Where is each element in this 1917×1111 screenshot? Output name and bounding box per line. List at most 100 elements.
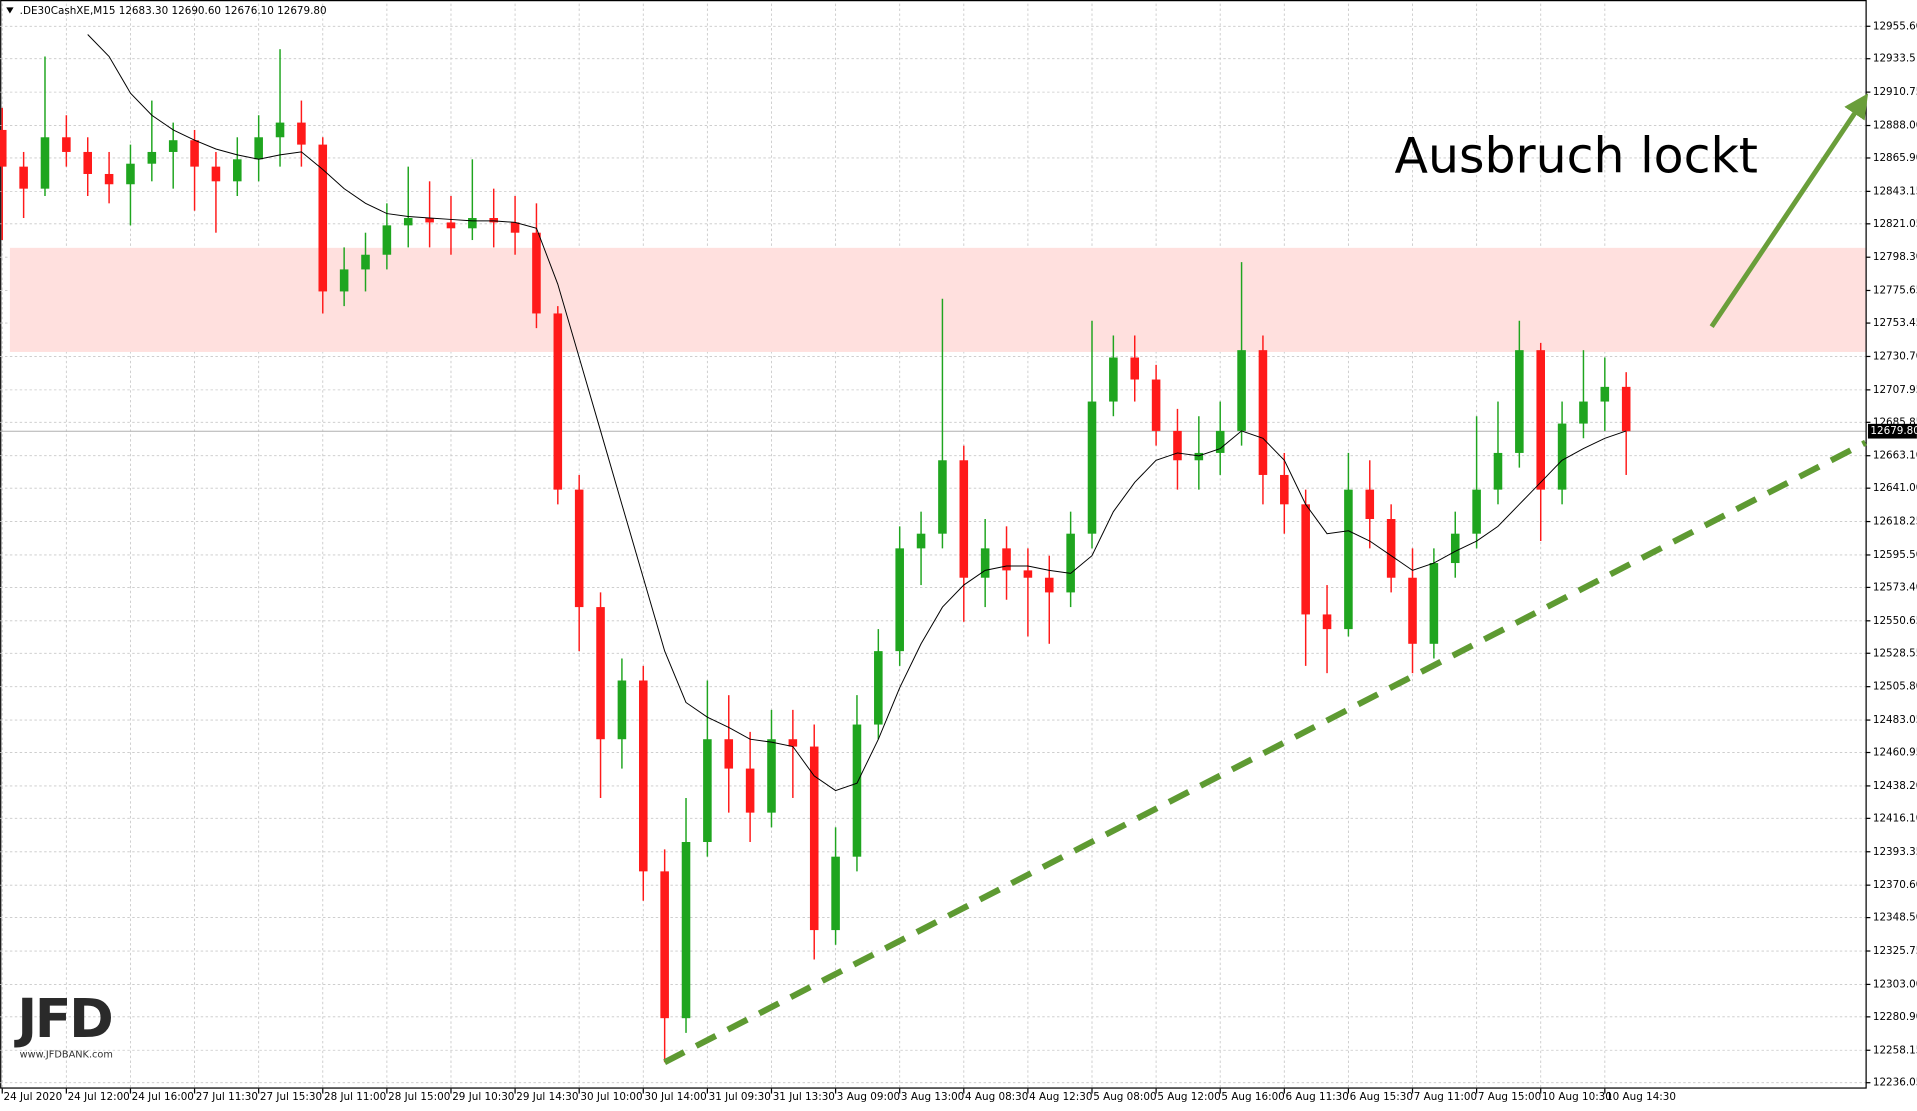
- candle-body: [1215, 430, 1225, 453]
- plot-frame: [0, 0, 1867, 1089]
- x-tick-label: 31 Jul 09:30: [709, 1091, 771, 1103]
- y-tick-label: 12303.00: [1873, 978, 1917, 990]
- candle-body: [681, 841, 691, 1019]
- x-tick-label: 29 Jul 10:30: [452, 1091, 514, 1103]
- resistance-zone: [9, 247, 1866, 352]
- candle-body: [938, 460, 947, 534]
- candle-body: [1066, 533, 1075, 593]
- y-tick-label: 12707.95: [1873, 384, 1917, 396]
- y-tick-label: 12460.95: [1873, 747, 1917, 759]
- candle-body: [425, 218, 434, 223]
- candle-body: [1087, 401, 1097, 534]
- y-tick-label: 12280.90: [1873, 1011, 1917, 1023]
- x-tick-label: 3 Aug 13:00: [901, 1091, 964, 1103]
- candle-body: [980, 548, 990, 578]
- candle-body: [1194, 452, 1204, 461]
- candle-body: [339, 269, 349, 292]
- candle-body: [874, 651, 883, 725]
- candle-body: [1386, 518, 1396, 578]
- candle-body: [959, 460, 969, 578]
- y-tick-label: 12663.10: [1873, 450, 1917, 462]
- x-tick-label: 10 Aug 10:30: [1542, 1091, 1612, 1103]
- candle-body: [62, 137, 71, 152]
- candle-body: [617, 680, 627, 740]
- y-tick-label: 12550.65: [1873, 615, 1917, 627]
- candle-body: [126, 163, 135, 185]
- y-tick-label: 12933.5: [1873, 53, 1916, 65]
- overlays: [87, 34, 1869, 1065]
- x-tick-label: 3 Aug 09:00: [837, 1091, 900, 1103]
- annotation: Ausbruch lockt: [1395, 128, 1758, 185]
- candle-body: [275, 122, 285, 138]
- y-tick-label: 12236.05: [1873, 1077, 1917, 1089]
- y-tick-label: 12775.65: [1873, 284, 1917, 296]
- chart-header: .DE30CashXE,M15 12683.30 12690.60 12676.…: [20, 5, 327, 17]
- candle-body: [1301, 504, 1310, 615]
- candle-body: [532, 232, 541, 314]
- candle-body: [724, 739, 734, 769]
- y-tick-label: 12618.25: [1873, 516, 1917, 528]
- candle-body: [361, 254, 370, 270]
- x-tick-label: 24 Jul 2020: [3, 1091, 62, 1103]
- candle-body: [1130, 357, 1140, 380]
- candle-body: [1429, 563, 1439, 644]
- y-tick-label: 12730.70: [1873, 350, 1917, 362]
- y-tick-label: 12798.30: [1873, 251, 1917, 263]
- x-tick-label: 7 Aug 11:00: [1414, 1091, 1477, 1103]
- candle-body: [510, 222, 520, 233]
- candle-body: [895, 548, 904, 652]
- candle-body: [767, 739, 776, 813]
- menu-triangle[interactable]: [6, 7, 14, 14]
- candle-body: [809, 746, 819, 931]
- candle-body: [1322, 614, 1332, 630]
- candle-body: [468, 218, 477, 229]
- candle-body: [1344, 489, 1353, 630]
- last-price-tag: [1867, 423, 1917, 439]
- logo-url: www.JFDBANK.com: [20, 1049, 113, 1060]
- candle-body: [788, 739, 798, 747]
- x-tick-label: 30 Jul 10:00: [580, 1091, 642, 1103]
- candle-body: [190, 140, 199, 167]
- candle-body: [104, 173, 114, 185]
- x-tick-label: 27 Jul 11:30: [196, 1091, 258, 1103]
- candle-body: [1600, 386, 1610, 402]
- candle-body: [1237, 350, 1246, 431]
- y-tick-label: 12595.50: [1873, 549, 1917, 561]
- candles: [0, 49, 1631, 1063]
- x-tick-label: 5 Aug 08:00: [1093, 1091, 1156, 1103]
- candle-body: [403, 218, 413, 226]
- candle-body: [574, 489, 584, 608]
- y-tick-label: 12483.05: [1873, 714, 1917, 726]
- candle-body: [1536, 350, 1546, 490]
- candle-body: [318, 144, 328, 292]
- candle-body: [446, 222, 456, 229]
- candle-body: [553, 313, 563, 490]
- candle-body: [1280, 474, 1289, 505]
- candle-body: [489, 218, 498, 223]
- y-tick-label: 12416.10: [1873, 812, 1917, 824]
- x-tick-label: 10 Aug 14:30: [1606, 1091, 1676, 1103]
- candle-body: [1365, 489, 1375, 519]
- x-tick-label: 29 Jul 14:30: [516, 1091, 578, 1103]
- candle-body: [1002, 548, 1011, 571]
- x-tick-label: 24 Jul 16:00: [132, 1091, 194, 1103]
- logo: JFD: [13, 987, 111, 1050]
- candle-body: [596, 607, 605, 740]
- y-tick-label: 12370.60: [1873, 879, 1917, 891]
- x-tick-label: 5 Aug 12:00: [1157, 1091, 1220, 1103]
- candle-body: [40, 137, 50, 189]
- x-tick-label: 31 Jul 13:30: [773, 1091, 835, 1103]
- candle-body: [1173, 430, 1182, 461]
- axes: 12955.60 12933.5 12910.75 12888.00 12865.90 1…: [1, 20, 1917, 1103]
- candle-body: [1472, 489, 1481, 534]
- candle-body: [1450, 533, 1460, 564]
- y-tick-label: 12955.60: [1873, 20, 1917, 32]
- x-tick-label: 4 Aug 12:30: [1029, 1091, 1092, 1103]
- y-tick-label: 12348.50: [1873, 912, 1917, 924]
- candle-body: [19, 166, 28, 189]
- y-tick-label: 12258.15: [1873, 1044, 1917, 1056]
- candle-body: [147, 151, 157, 164]
- moving-average: [87, 34, 1627, 792]
- x-tick-label: 4 Aug 08:30: [965, 1091, 1028, 1103]
